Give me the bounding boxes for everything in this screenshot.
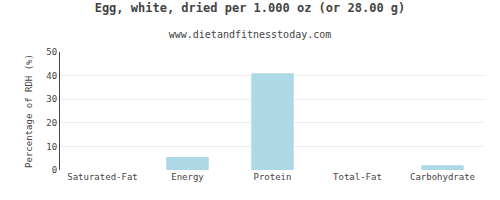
svg-text:10: 10 [46, 142, 57, 152]
svg-text:Protein: Protein [254, 172, 292, 182]
svg-text:0: 0 [52, 165, 57, 175]
svg-text:40: 40 [46, 71, 57, 81]
svg-text:www.dietandfitnesstoday.com: www.dietandfitnesstoday.com [169, 29, 332, 40]
svg-text:50: 50 [46, 47, 57, 57]
svg-text:Carbohydrate: Carbohydrate [410, 172, 475, 182]
svg-text:Egg, white, dried per 1.000 oz: Egg, white, dried per 1.000 oz (or 28.00… [95, 1, 406, 15]
svg-text:Percentage of RDH (%): Percentage of RDH (%) [24, 54, 34, 168]
svg-text:Total-Fat: Total-Fat [333, 172, 382, 182]
svg-text:20: 20 [46, 118, 57, 128]
svg-text:Energy: Energy [171, 172, 204, 182]
svg-text:Saturated-Fat: Saturated-Fat [67, 172, 137, 182]
svg-text:30: 30 [46, 94, 57, 104]
